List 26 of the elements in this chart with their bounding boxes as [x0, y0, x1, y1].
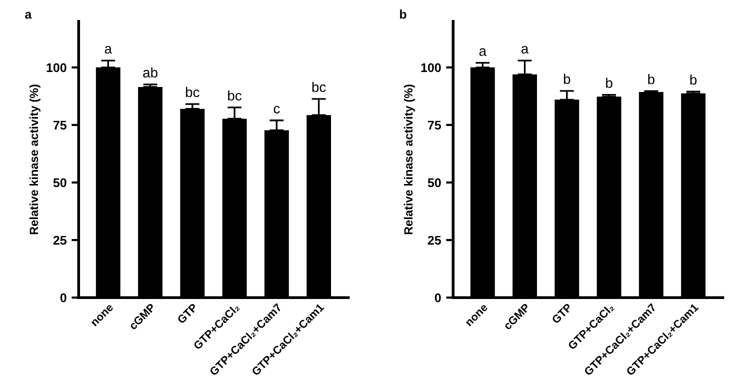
annotation: bc [312, 82, 326, 92]
chart-title: b [400, 10, 406, 19]
annotation: a [521, 46, 529, 54]
annotation: ab [143, 67, 158, 78]
annotation: b [690, 74, 697, 85]
annotation: a [104, 46, 112, 54]
annotation: b [606, 78, 612, 88]
annotation: bc [228, 90, 242, 101]
y-tick-label: 100 [421, 63, 441, 72]
y-tick-label: 75 [428, 120, 441, 130]
y-tick-label: 50 [428, 178, 441, 188]
annotation: a [479, 48, 486, 56]
annotation: bc [186, 86, 200, 98]
y-tick-label: 75 [53, 120, 66, 130]
y-tick-label: 0 [60, 293, 66, 302]
y-tick-label: 25 [53, 236, 66, 245]
chart-title: a [25, 12, 32, 19]
y-tick-label: 100 [46, 63, 66, 72]
y-axis-title: Relative kinase activity (%) [29, 84, 40, 234]
annotation: b [648, 74, 654, 84]
annotation: c [274, 106, 280, 114]
y-tick-label: 25 [428, 236, 441, 245]
y-tick-label: 0 [434, 293, 441, 302]
annotation: b [564, 74, 570, 84]
y-axis-title: Relative kinase activity (%) [404, 84, 415, 234]
y-tick-label: 50 [53, 178, 66, 188]
